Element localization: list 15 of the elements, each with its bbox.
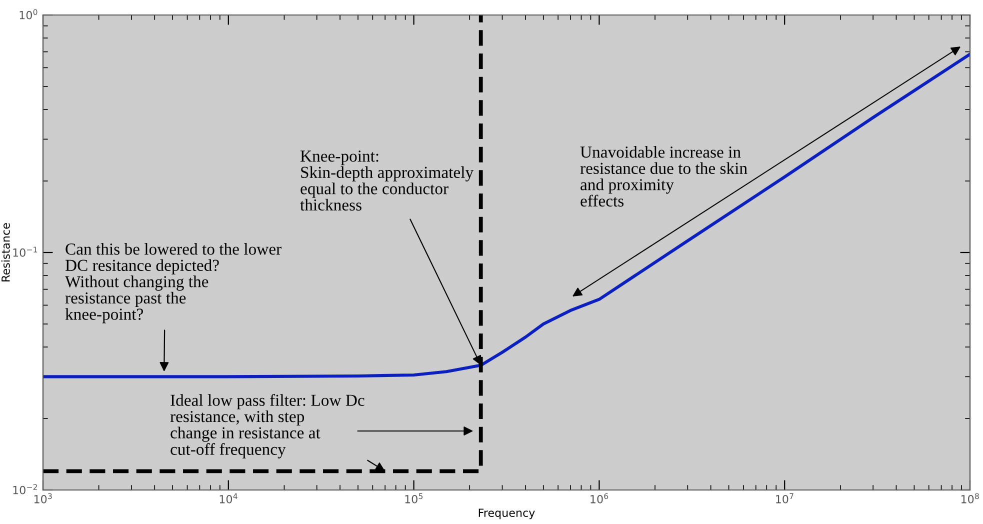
annotation: Ideal low pass filter: Low Dc resistance, with step change in resistance at cut-off frequency [170, 394, 364, 458]
annotation: Unavoidable increase in resistance due to the skin and proximity effects [580, 146, 748, 207]
x-tick-label: 10$^{4}$ [220, 493, 238, 504]
x-tick-label: 10$^{5}$ [405, 493, 423, 504]
y-tick-label: 10$^{0}$ [20, 9, 38, 20]
x-axis-title: Frequency [478, 508, 535, 520]
x-tick-label: 10$^{6}$ [590, 493, 608, 504]
x-tick-label: 10$^{8}$ [961, 493, 979, 504]
x-tick-label: 10$^{3}$ [34, 493, 52, 504]
y-axis-title: Resistance [1, 223, 10, 282]
y-tick-label: 10$^{−1}$ [13, 246, 38, 257]
annotation: Knee-point: Skin-depth approximately equal to the conductor thickness [300, 150, 474, 211]
y-tick-label: 10$^{−2}$ [13, 484, 37, 494]
x-tick-label: 10$^{7}$ [776, 493, 794, 504]
annotation: Can this be lowered to the lower DC resitance depicted? Without changing the resistance past the knee-point? [65, 243, 282, 324]
